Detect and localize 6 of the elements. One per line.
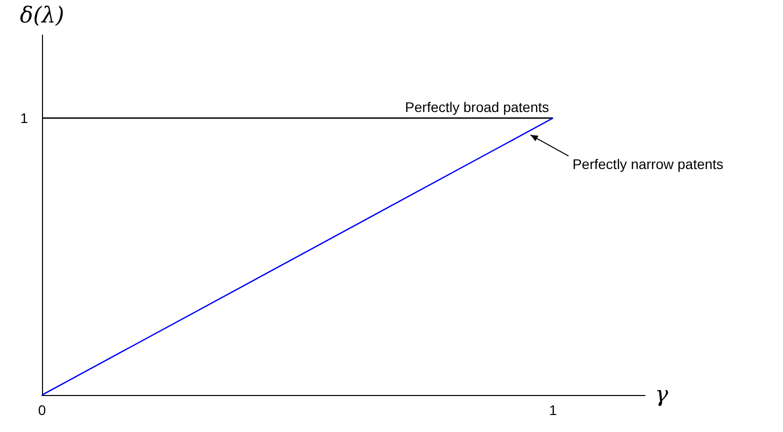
x-axis-title: γ [655, 382, 669, 408]
text: Perfectly narrow patents [572, 156, 724, 172]
y-axis-title: δ(λ) [20, 4, 64, 28]
x-tick-label: 0 [38, 402, 46, 418]
series-label: Perfectly broad patents [405, 99, 550, 116]
text: 1 [20, 110, 28, 126]
